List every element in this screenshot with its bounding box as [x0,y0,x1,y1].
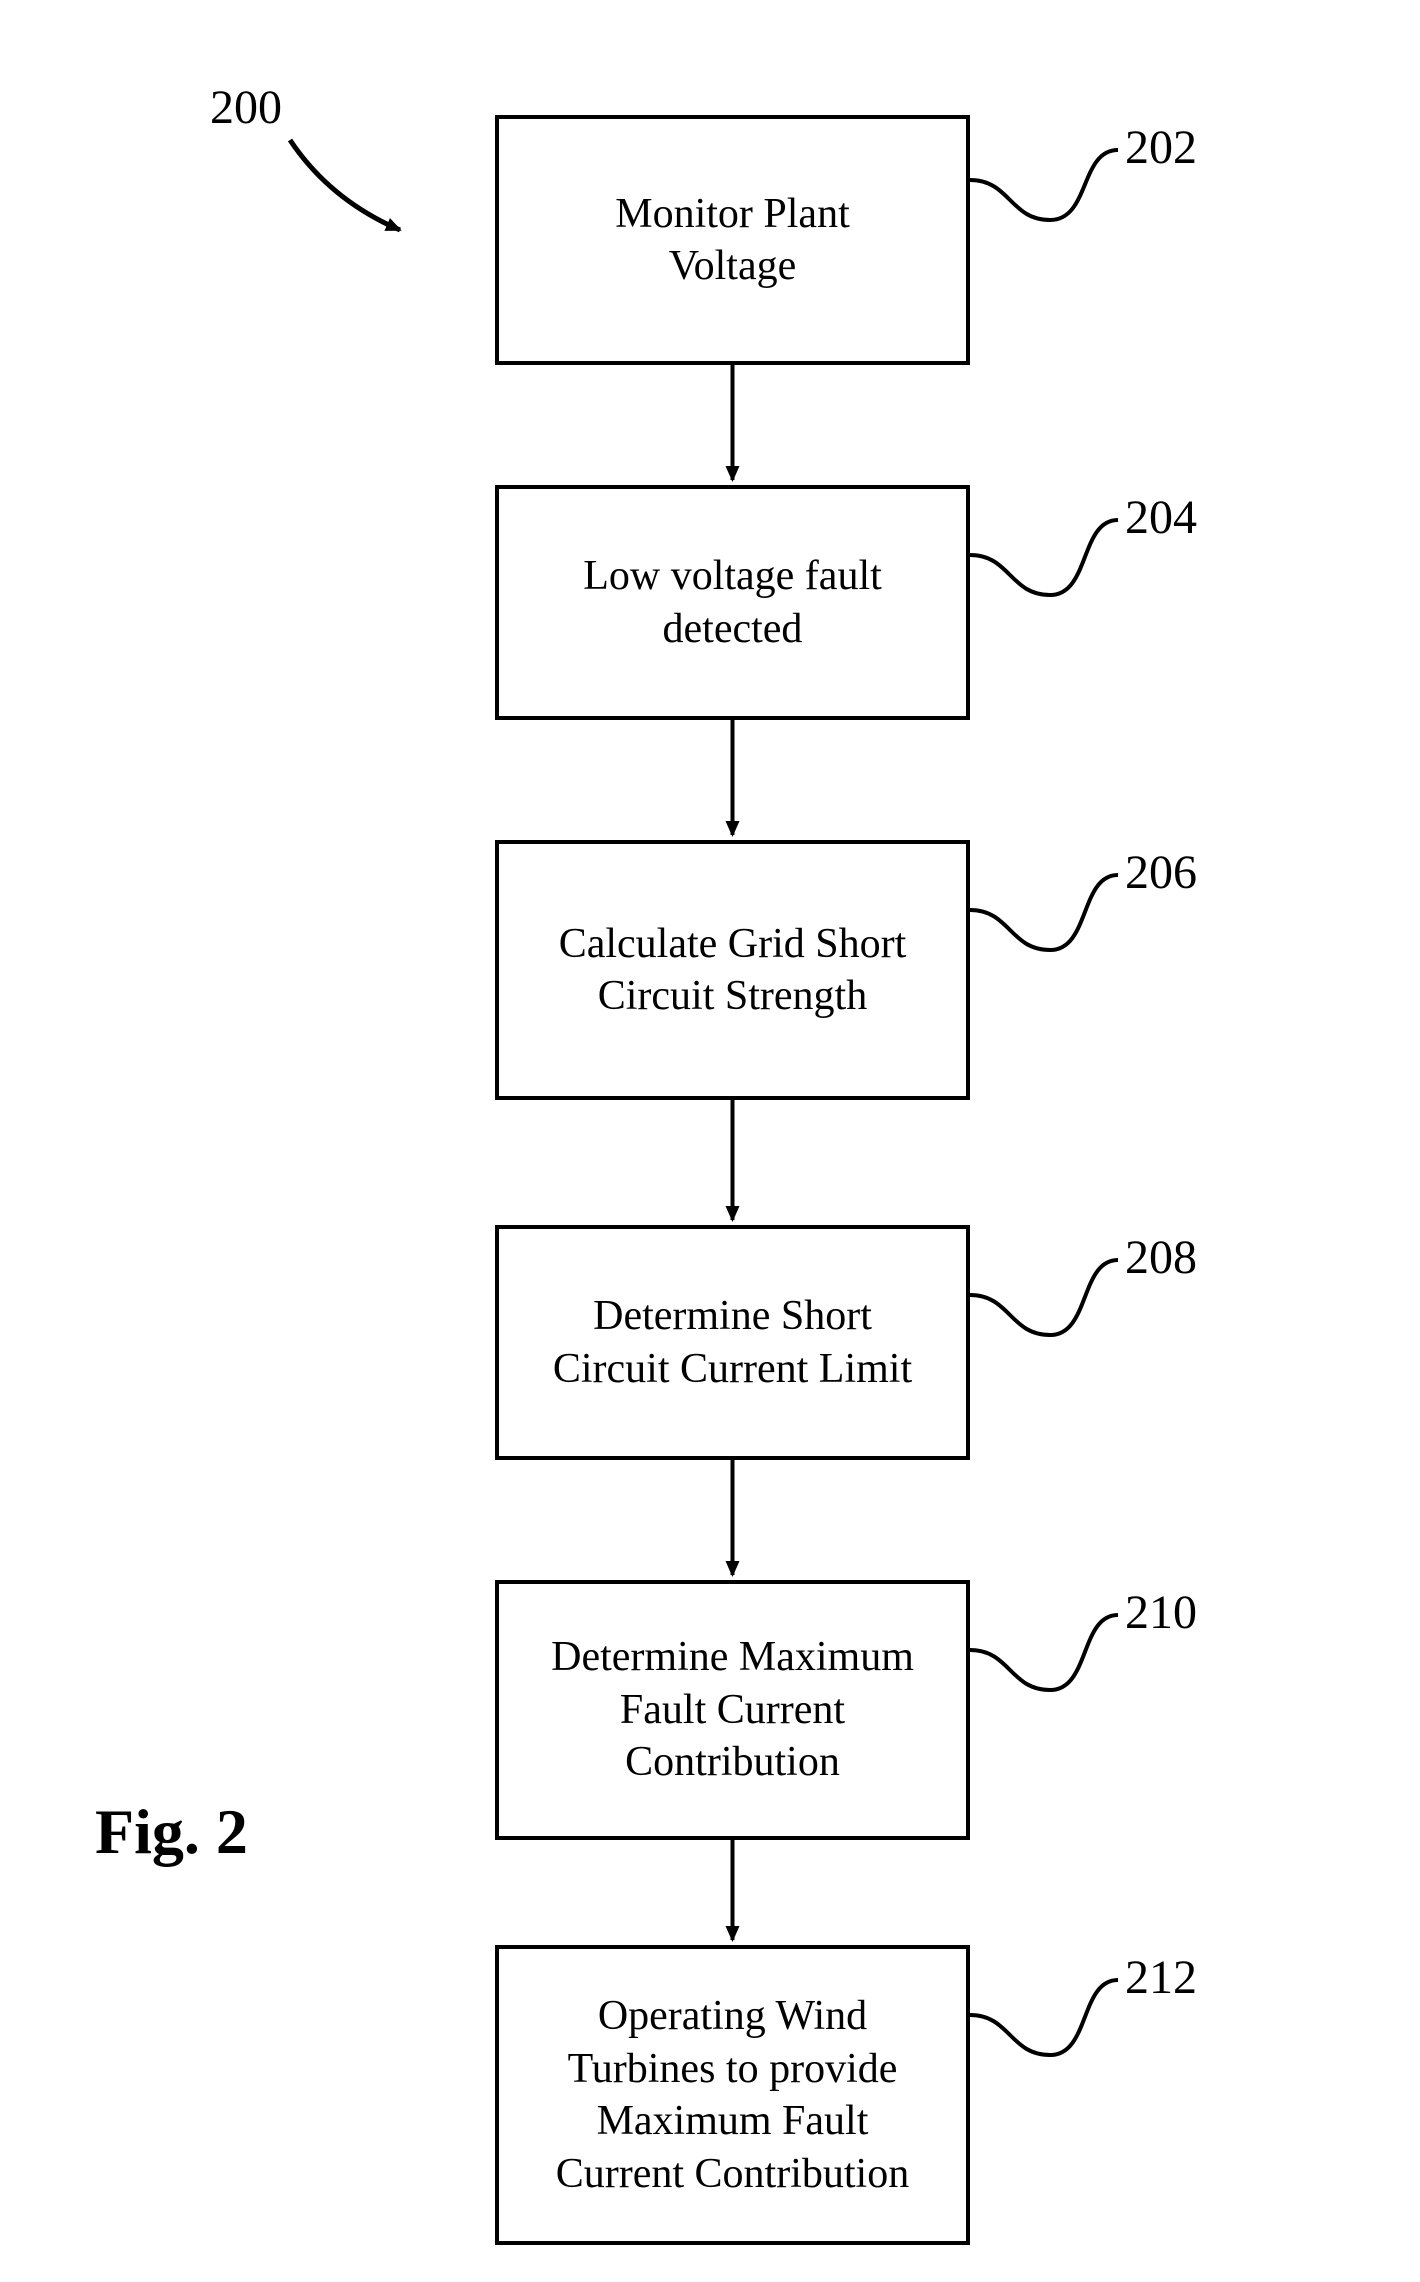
flow-node-202-text: Monitor PlantVoltage [615,188,850,293]
flow-ref-204: 204 [1125,490,1197,545]
flow-ref-202-text: 202 [1125,121,1197,174]
callout-210 [970,1615,1118,1690]
flow-node-210-text: Determine MaximumFault CurrentContributi… [551,1631,914,1789]
figure-ref-200-text: 200 [210,81,282,134]
flow-node-204-text: Low voltage faultdetected [583,550,882,655]
flow-ref-206: 206 [1125,845,1197,900]
flow-node-206: Calculate Grid ShortCircuit Strength [495,840,970,1100]
flow-node-208-text: Determine ShortCircuit Current Limit [553,1290,912,1395]
page: 200 Fig. 2 Monitor PlantVoltage 202 Low … [0,0,1420,2282]
flow-ref-202: 202 [1125,120,1197,175]
callout-208 [970,1260,1118,1335]
figure-ref-200: 200 [210,80,282,135]
flow-ref-210-text: 210 [1125,1586,1197,1639]
callout-204 [970,520,1118,595]
flow-ref-210: 210 [1125,1585,1197,1640]
flow-ref-204-text: 204 [1125,491,1197,544]
flow-node-202: Monitor PlantVoltage [495,115,970,365]
callout-212 [970,1980,1118,2055]
callout-206 [970,875,1118,950]
flow-ref-208: 208 [1125,1230,1197,1285]
flow-ref-206-text: 206 [1125,846,1197,899]
figure-ref-200-arrow [290,140,400,230]
flow-node-212-text: Operating WindTurbines to provideMaximum… [556,1990,909,2200]
flow-node-210: Determine MaximumFault CurrentContributi… [495,1580,970,1840]
figure-label-text: Fig. 2 [95,1796,248,1867]
flow-ref-212: 212 [1125,1950,1197,2005]
flow-node-208: Determine ShortCircuit Current Limit [495,1225,970,1460]
flow-node-212: Operating WindTurbines to provideMaximum… [495,1945,970,2245]
figure-label: Fig. 2 [95,1795,248,1869]
flow-node-204: Low voltage faultdetected [495,485,970,720]
flow-node-206-text: Calculate Grid ShortCircuit Strength [559,918,907,1023]
flow-ref-212-text: 212 [1125,1951,1197,2004]
callout-202 [970,150,1118,220]
flow-ref-208-text: 208 [1125,1231,1197,1284]
